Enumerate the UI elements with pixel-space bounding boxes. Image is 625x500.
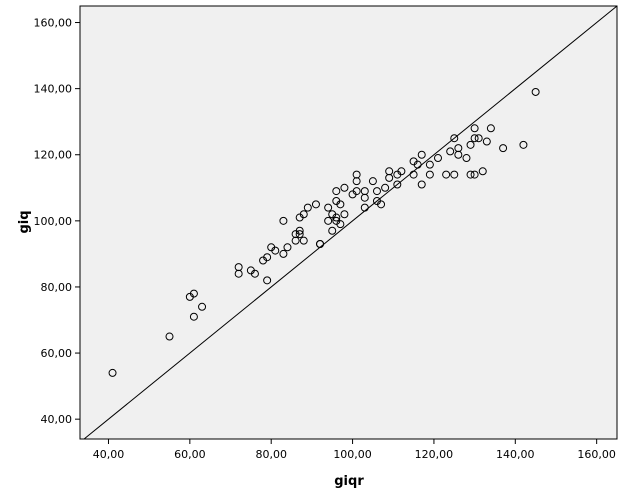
data-point: [324, 203, 333, 212]
reference-line: [83, 5, 618, 440]
y-tick-label: 160,00: [34, 17, 73, 30]
data-point: [198, 302, 207, 311]
data-point: [450, 170, 459, 179]
x-tick-label: 140,00: [496, 448, 535, 461]
data-point: [417, 180, 426, 189]
data-point: [279, 216, 288, 225]
data-point: [377, 200, 386, 209]
x-tick-label: 40,00: [93, 448, 125, 461]
y-tick-label: 40,00: [41, 413, 73, 426]
data-point: [442, 170, 451, 179]
data-point: [519, 140, 528, 149]
data-point: [340, 183, 349, 192]
data-point: [291, 236, 300, 245]
data-point: [486, 124, 495, 133]
x-tick-label: 160,00: [577, 448, 616, 461]
data-point: [299, 236, 308, 245]
data-point: [446, 147, 455, 156]
y-tick-label: 60,00: [41, 347, 73, 360]
data-point: [462, 154, 471, 163]
data-point: [316, 239, 325, 248]
data-point: [340, 210, 349, 219]
data-point: [352, 187, 361, 196]
data-point: [299, 210, 308, 219]
data-point: [454, 150, 463, 159]
x-tick-label: 120,00: [415, 448, 454, 461]
data-point: [381, 183, 390, 192]
data-point: [311, 200, 320, 209]
data-point: [303, 203, 312, 212]
data-point: [425, 160, 434, 169]
y-axis: 40,00 60,00 80,00 100,00 120,00 140,00 160,00: [34, 17, 80, 426]
data-point: [417, 150, 426, 159]
data-point: [336, 200, 345, 209]
data-point: [470, 124, 479, 133]
data-point: [332, 213, 341, 222]
data-point: [474, 134, 483, 143]
data-point: [425, 170, 434, 179]
data-point: [450, 134, 459, 143]
points-layer: [108, 87, 540, 377]
data-point: [466, 170, 475, 179]
y-tick-label: 100,00: [34, 215, 73, 228]
data-point: [189, 289, 198, 298]
data-point: [263, 253, 272, 262]
data-point: [324, 216, 333, 225]
data-point: [413, 160, 422, 169]
data-point: [385, 173, 394, 182]
data-point: [393, 180, 402, 189]
data-point: [234, 269, 243, 278]
data-point: [372, 187, 381, 196]
data-point: [295, 230, 304, 239]
data-point: [409, 170, 418, 179]
data-point: [279, 249, 288, 258]
data-point: [165, 332, 174, 341]
data-point: [466, 140, 475, 149]
data-point: [108, 368, 117, 377]
data-point: [250, 269, 259, 278]
data-point: [263, 276, 272, 285]
data-point: [397, 167, 406, 176]
data-point: [332, 187, 341, 196]
data-point: [531, 87, 540, 96]
y-tick-label: 120,00: [34, 149, 73, 162]
data-point: [499, 144, 508, 153]
x-tick-label: 80,00: [255, 448, 287, 461]
x-axis: 40,00 60,00 80,00 100,00 120,00 140,00 160,00: [93, 439, 616, 461]
data-point: [470, 134, 479, 143]
data-point: [328, 226, 337, 235]
data-point: [295, 226, 304, 235]
data-point: [189, 312, 198, 321]
data-point: [478, 167, 487, 176]
y-tick-label: 80,00: [41, 281, 73, 294]
y-axis-title: giq: [17, 210, 32, 233]
x-axis-title: giqr: [334, 474, 364, 489]
data-point: [360, 203, 369, 212]
data-point: [368, 177, 377, 186]
data-point: [482, 137, 491, 146]
data-point: [434, 154, 442, 163]
y-tick-label: 140,00: [34, 83, 73, 96]
data-point: [283, 243, 292, 252]
data-point: [360, 187, 369, 196]
data-point: [271, 246, 280, 255]
x-tick-label: 100,00: [333, 448, 372, 461]
x-tick-label: 60,00: [174, 448, 206, 461]
plot-frame: [79, 5, 618, 440]
data-point: [336, 220, 345, 229]
data-point: [470, 170, 479, 179]
data-point: [352, 177, 361, 186]
